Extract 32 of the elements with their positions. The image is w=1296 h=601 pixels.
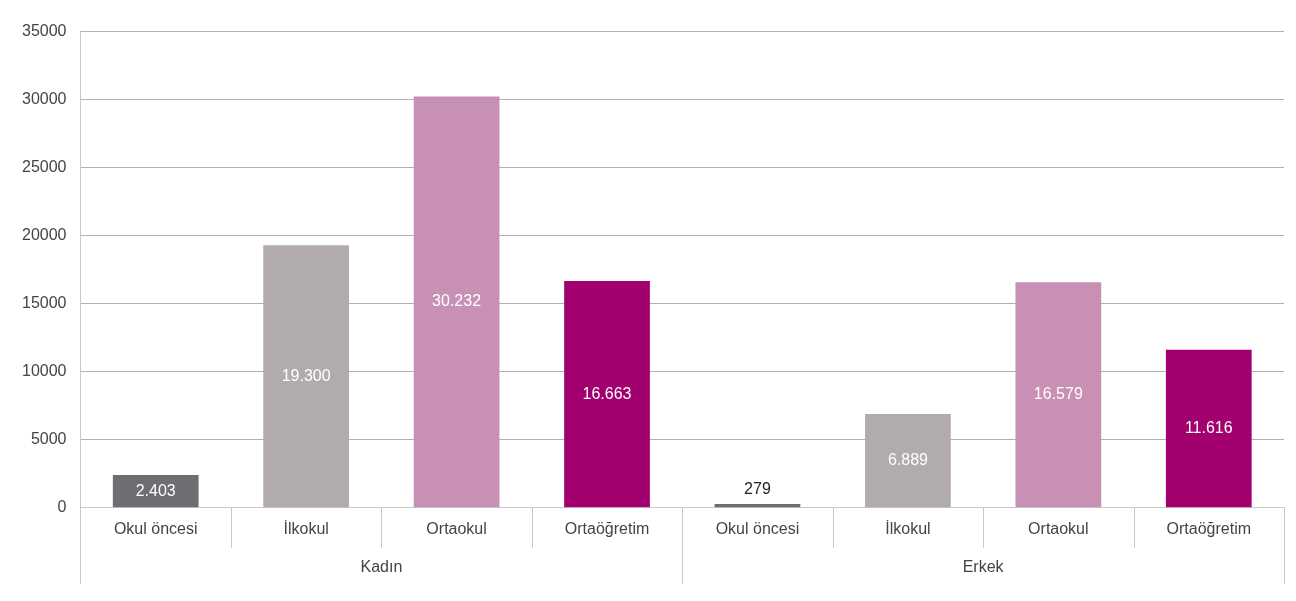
x-tick-label: İlkokul <box>283 518 329 537</box>
x-tick-label: Ortaokul <box>426 519 487 537</box>
bar <box>413 96 500 508</box>
bar <box>1165 349 1252 508</box>
data-label: 11.616 <box>1184 418 1233 436</box>
text: Kadın <box>360 558 403 576</box>
y-tick-label: 5000 <box>30 430 67 448</box>
y-tick-label: 0 <box>57 498 67 516</box>
text: Erkek <box>962 558 1005 576</box>
x-tick-label: Ortaöğretim <box>564 519 650 537</box>
bar <box>112 475 199 508</box>
bar <box>564 281 650 508</box>
x-tick-label: İlkokul <box>885 518 931 537</box>
y-tick-label: 30000 <box>21 90 67 108</box>
data-label: 16.579 <box>1033 385 1083 403</box>
data-label: 279 <box>744 480 771 498</box>
y-tick-label: 15000 <box>21 294 67 312</box>
x-tick-label: Ortaöğretim <box>1166 519 1252 537</box>
bar <box>714 504 801 508</box>
x-tick-label: Okul öncesi <box>715 519 800 537</box>
data-label: 2.403 <box>135 481 176 499</box>
x-tick-label: Ortaokul <box>1028 519 1089 537</box>
y-tick-label: 25000 <box>21 158 67 176</box>
data-label: 30.232 <box>432 292 482 310</box>
data-label: 19.300 <box>281 366 331 384</box>
y-tick-label: 20000 <box>21 226 67 244</box>
bar <box>1015 282 1102 508</box>
x-tick-label: Okul öncesi <box>113 519 198 537</box>
data-label: 6.889 <box>887 451 929 469</box>
y-tick-label: 10000 <box>21 362 67 380</box>
y-tick-label: 35000 <box>21 22 67 40</box>
data-label: 16.663 <box>582 384 632 402</box>
